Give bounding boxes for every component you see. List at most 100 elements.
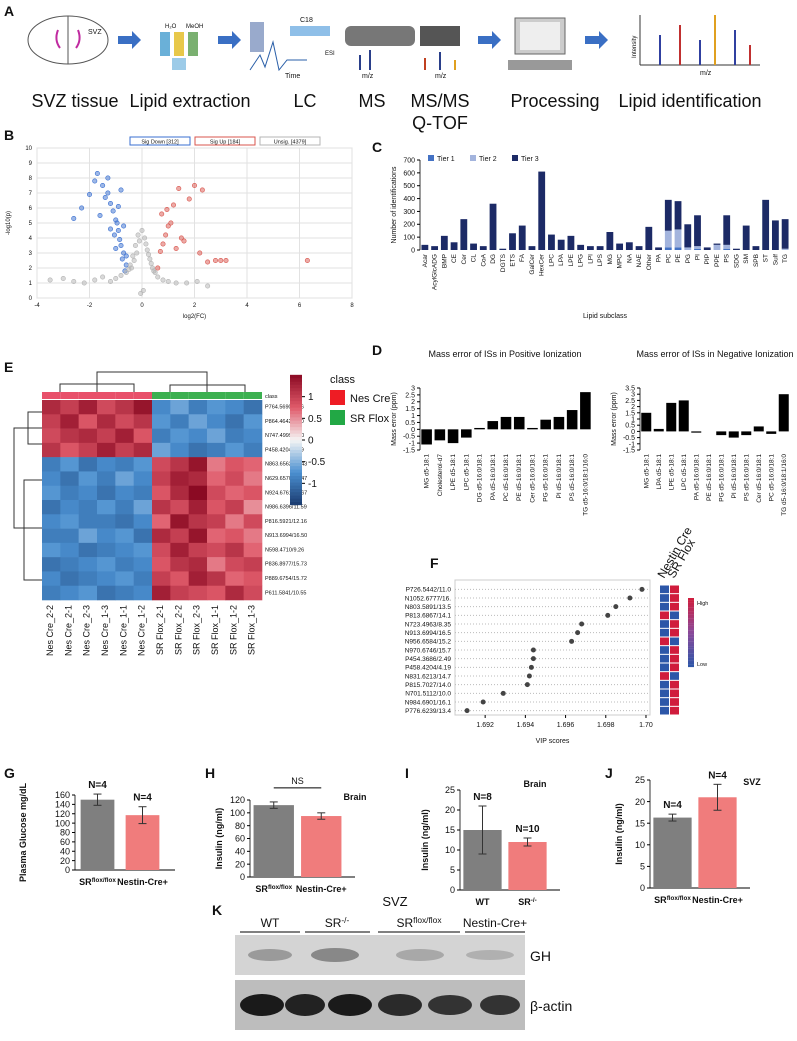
dot (480, 699, 486, 705)
x-tick-label: Acar (422, 253, 429, 267)
x-tick-label: Cer d5-16:0/18:1 (756, 454, 763, 503)
point (87, 192, 93, 198)
point (173, 280, 179, 286)
error-bar (93, 793, 102, 806)
lc-ms (249, 22, 460, 72)
error-bar (523, 837, 532, 847)
x-tick-label: NAE (636, 253, 643, 267)
heat-cell (152, 457, 171, 472)
class-band (60, 392, 79, 399)
row-label: N986.6396/11.59 (265, 505, 307, 511)
colorbar-step (290, 462, 302, 467)
colorbar-step (290, 498, 302, 502)
heat-cell (42, 471, 61, 487)
point (146, 252, 152, 258)
y-tick-label: 1.5 (405, 406, 415, 413)
heat-cell (207, 442, 226, 458)
y-tick-label: 0 (65, 865, 70, 875)
y-tick-label: 5 (29, 221, 33, 227)
x-tick-label: ETS (510, 253, 517, 266)
point (94, 171, 100, 177)
heat-cell (225, 400, 244, 415)
panel-label: B (4, 127, 14, 143)
lane-label-sup: -/- (341, 915, 349, 925)
heat-cell (660, 585, 669, 594)
y-tick-label: 0.5 (405, 420, 415, 427)
colorbar-step (290, 423, 302, 428)
icon-text: Intensity (632, 36, 638, 58)
y-tick-label: P776.6239/13.4 (405, 708, 451, 715)
bar (450, 242, 458, 250)
colorbar-step (290, 404, 302, 408)
heat-cell (60, 400, 79, 415)
row-label: P864.4642/4.20 (265, 419, 304, 425)
colorbar-step (290, 436, 302, 441)
legend-label: Sig Down [312] (141, 140, 179, 146)
colorbar-step (290, 439, 302, 444)
x-tick-label: 8 (350, 303, 354, 309)
colorbar-step (688, 637, 694, 640)
bar (487, 421, 499, 430)
heat-cell (170, 571, 189, 587)
icon-text: Time (285, 73, 300, 80)
heat-cell (60, 500, 79, 515)
column-label: Nes Cre_1-3 (100, 605, 110, 656)
x-tick-label: LPS (597, 253, 604, 266)
heat-cell (152, 571, 171, 587)
colorbar-step (688, 630, 694, 633)
colorbar-step (290, 391, 302, 395)
bar-annotation: N=8 (473, 792, 492, 803)
heat-cell (78, 500, 98, 515)
dot (605, 612, 611, 618)
x-tick-label: CoA (480, 253, 487, 266)
bar (557, 239, 565, 250)
bar (440, 235, 448, 250)
bar (528, 246, 536, 250)
colorbar-step (688, 602, 694, 605)
heat-cell (188, 571, 208, 587)
y-tick-label: -1.5 (623, 447, 635, 454)
heat-cell (78, 571, 98, 587)
colorbar-step (290, 449, 302, 454)
column-label: SR Flox_2-2 (173, 605, 183, 655)
dot (526, 673, 532, 679)
heat-cell (78, 457, 98, 472)
class-band (78, 392, 97, 399)
bar (723, 244, 731, 249)
y-tick-label: 700 (403, 157, 415, 164)
heat-cell (78, 514, 98, 529)
heat-cell (152, 471, 171, 487)
bar (253, 805, 294, 877)
lane-label: WT (261, 916, 280, 930)
y-tick-label: 400 (403, 196, 415, 203)
heat-cell (243, 428, 263, 444)
heat-cell (60, 457, 79, 472)
colorbar-step (688, 609, 694, 612)
column-label: SR Flox_1-3 (247, 605, 257, 655)
x-tick-label: PIP (704, 254, 711, 264)
panel-note: Brain (343, 792, 366, 802)
y-tick-label: -1.5 (403, 447, 415, 454)
point (79, 205, 85, 211)
y-tick-label: 10 (445, 845, 455, 855)
colorbar-step (290, 485, 302, 489)
x-tick-label: SPB (753, 254, 760, 267)
class-band (243, 392, 262, 399)
point (143, 241, 149, 247)
heat-cell (152, 528, 171, 544)
point (60, 275, 66, 281)
heat-cell (42, 485, 61, 501)
y-tick-label: 500 (403, 183, 415, 190)
bar (664, 247, 672, 250)
heat-cell (42, 500, 61, 515)
x-tick-label: TG d5-16:0/18:1/16:0 (582, 454, 589, 516)
icon-text: C18 (300, 17, 313, 24)
colorbar-step (688, 621, 694, 624)
colorbar-step (688, 634, 694, 638)
heat-cell (42, 557, 61, 572)
column-label: SR Flox_1-1 (210, 605, 220, 655)
colorbar-step (688, 632, 694, 635)
heat-cell (243, 400, 263, 415)
x-tick-label: LPE (568, 253, 575, 266)
y-tick-label: 100 (230, 808, 245, 818)
